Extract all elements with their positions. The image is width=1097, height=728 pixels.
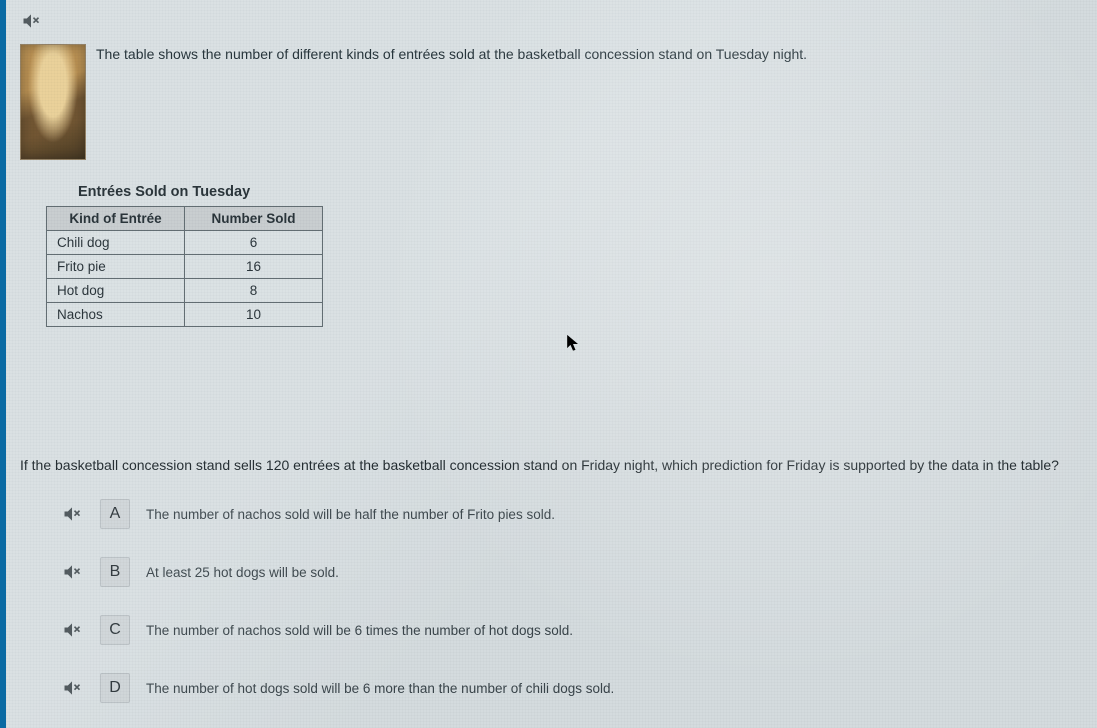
table-row: Frito pie 16 [47,255,323,279]
choice-text: The number of nachos sold will be half t… [146,507,555,522]
question-page: The table shows the number of different … [0,0,1097,728]
table-cell-number: 8 [185,279,323,303]
choice-letter[interactable]: B [100,557,130,587]
table-row: Nachos 10 [47,303,323,327]
audio-muted-icon[interactable] [60,676,84,700]
table-cell-kind: Chili dog [47,231,185,255]
audio-muted-icon[interactable] [60,502,84,526]
audio-muted-icon[interactable] [20,10,42,32]
question-header: The table shows the number of different … [20,44,1079,160]
answer-choices: A The number of nachos sold will be half… [60,499,1079,703]
choice-letter[interactable]: A [100,499,130,529]
answer-choice-b[interactable]: B At least 25 hot dogs will be sold. [60,557,1079,587]
question-prompt: If the basketball concession stand sells… [20,457,1079,473]
table-row: Hot dog 8 [47,279,323,303]
choice-letter[interactable]: C [100,615,130,645]
answer-choice-c[interactable]: C The number of nachos sold will be 6 ti… [60,615,1079,645]
table-cell-kind: Hot dog [47,279,185,303]
table-cell-kind: Frito pie [47,255,185,279]
answer-choice-d[interactable]: D The number of hot dogs sold will be 6 … [60,673,1079,703]
question-image-thumbnail [20,44,86,160]
audio-muted-icon[interactable] [60,560,84,584]
answer-choice-a[interactable]: A The number of nachos sold will be half… [60,499,1079,529]
table-cell-number: 16 [185,255,323,279]
choice-text: The number of hot dogs sold will be 6 mo… [146,681,614,696]
table-cell-number: 6 [185,231,323,255]
table-title: Entrées Sold on Tuesday [46,184,1079,200]
audio-muted-icon[interactable] [60,618,84,642]
table-cell-kind: Nachos [47,303,185,327]
choice-letter[interactable]: D [100,673,130,703]
table-col-header-number: Number Sold [185,207,323,231]
table-col-header-kind: Kind of Entrée [47,207,185,231]
table-row: Chili dog 6 [47,231,323,255]
table-cell-number: 10 [185,303,323,327]
choice-text: At least 25 hot dogs will be sold. [146,565,339,580]
entrees-table: Kind of Entrée Number Sold Chili dog 6 F… [46,206,323,327]
mouse-cursor-icon [566,334,580,354]
choice-text: The number of nachos sold will be 6 time… [146,623,573,638]
data-table-section: Entrées Sold on Tuesday Kind of Entrée N… [46,184,1079,327]
question-intro-text: The table shows the number of different … [96,44,807,62]
